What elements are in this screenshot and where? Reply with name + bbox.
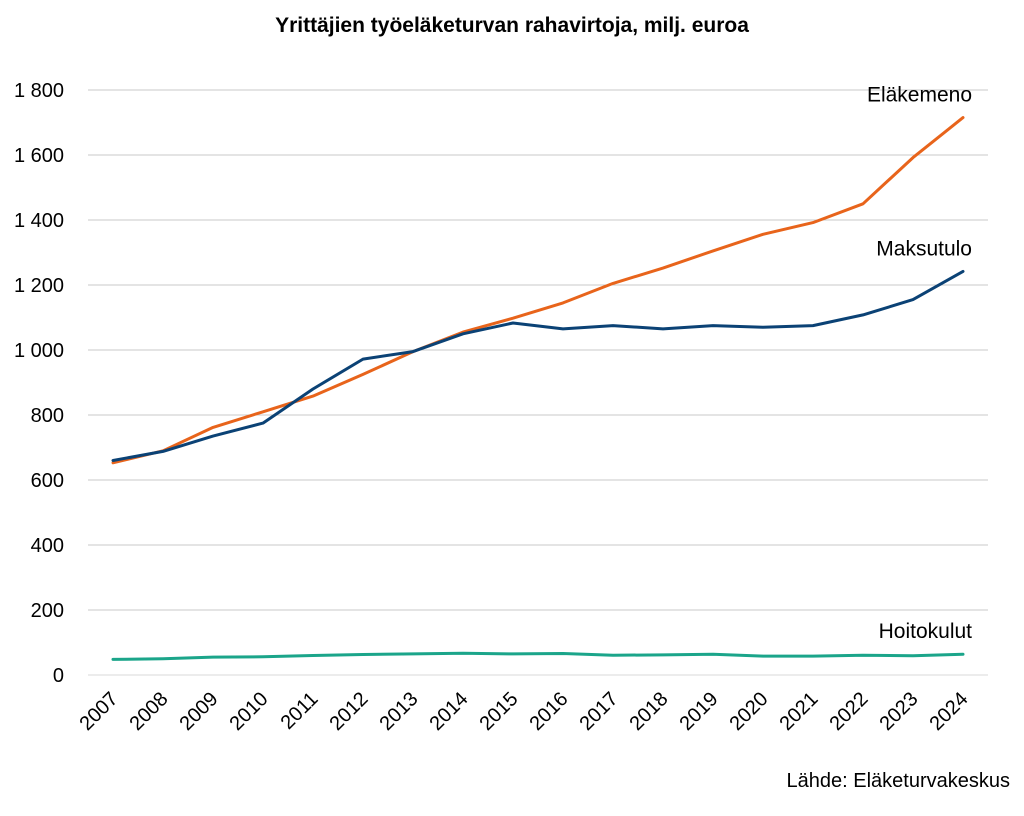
y-tick-label: 1 400 [14, 210, 64, 232]
y-axis-ticks: 0 200 400 600 800 1 000 1 200 1 400 1 600 1 800 [14, 80, 64, 687]
series-label: Hoitokulut [879, 620, 973, 643]
x-tick-label: 2018 [626, 688, 673, 735]
x-tick-label: 2021 [776, 688, 823, 735]
series-line-eläkemeno [111, 116, 965, 465]
y-tick-label: 1 800 [14, 80, 64, 102]
x-tick-label: 2023 [876, 688, 923, 735]
x-tick-label: 2014 [426, 688, 473, 735]
x-tick-label: 2015 [476, 688, 523, 735]
chart-title: Yrittäjien työeläketurvan rahavirtoja, m… [275, 14, 749, 37]
y-tick-label: 400 [31, 535, 64, 557]
y-tick-label: 1 600 [14, 145, 64, 167]
x-tick-label: 2012 [326, 688, 373, 735]
y-tick-label: 1 000 [14, 340, 64, 362]
x-tick-label: 2020 [726, 688, 773, 735]
x-tick-label: 2009 [176, 688, 223, 735]
x-tick-label: 2010 [226, 688, 273, 735]
series-labels: Eläkemeno Maksutulo Hoitokulut [867, 84, 972, 644]
x-tick-label: 2022 [826, 688, 873, 735]
x-tick-label: 2013 [376, 688, 423, 735]
series-label: Maksutulo [876, 237, 972, 260]
x-tick-label: 2008 [126, 688, 173, 735]
y-tick-label: 1 200 [14, 275, 64, 297]
series-label: Eläkemeno [867, 84, 972, 107]
x-tick-label: 2017 [576, 688, 623, 735]
x-tick-label: 2019 [676, 688, 723, 735]
series-line-maksutulo [111, 269, 965, 462]
y-tick-label: 200 [31, 600, 64, 622]
y-tick-label: 600 [31, 470, 64, 492]
gridlines [88, 89, 988, 676]
source-note: Lähde: Eläketurvakeskus [786, 770, 1010, 792]
x-tick-label: 2011 [277, 688, 323, 734]
y-tick-label: 800 [31, 405, 64, 427]
x-tick-label: 2007 [76, 688, 123, 735]
x-tick-label: 2024 [926, 688, 973, 735]
x-tick-label: 2016 [526, 688, 573, 735]
series-line-hoitokulut [111, 651, 965, 661]
y-tick-label: 0 [53, 665, 64, 687]
series-lines [111, 116, 965, 661]
x-axis-ticks: 2007 2008 2009 2010 2011 2012 2013 2014 2015 2016… [76, 688, 973, 735]
